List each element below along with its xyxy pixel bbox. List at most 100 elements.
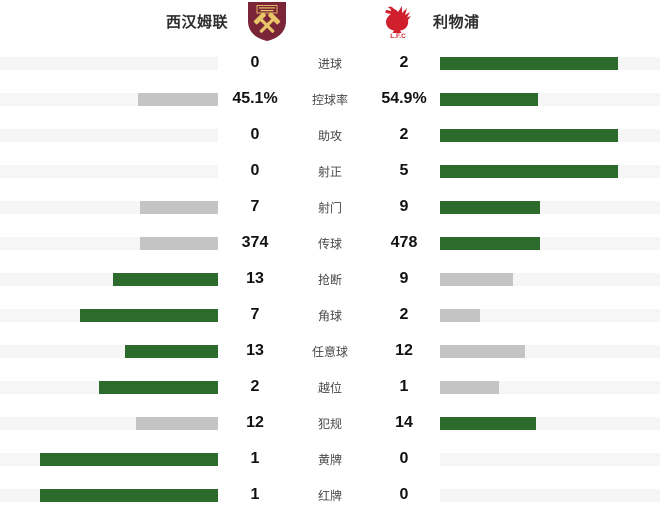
home-value: 0: [250, 54, 260, 71]
away-value: 0: [399, 450, 409, 467]
away-value: 54.9%: [381, 90, 427, 107]
stat-label: 传球: [317, 236, 342, 251]
stat-row: 2 越位 1: [0, 369, 660, 405]
away-bar-fill: [440, 56, 618, 70]
stat-label: 黄牌: [317, 452, 342, 467]
stat-row: 1 黄牌 0: [0, 441, 660, 477]
stat-label: 控球率: [311, 92, 348, 107]
home-bar-track: [0, 200, 218, 214]
away-bar-fill: [440, 236, 540, 250]
away-bar-track: [440, 56, 660, 70]
away-team-name: 利物浦: [433, 14, 480, 31]
home-value: 12: [246, 414, 264, 431]
home-bar-track: [0, 236, 218, 250]
home-value: 0: [250, 162, 260, 179]
stat-row: 1 红牌 0: [0, 477, 660, 513]
away-value: 478: [390, 234, 418, 251]
stat-row: 7 射门 9: [0, 189, 660, 225]
lfc-text: L.F.C: [390, 33, 406, 39]
home-team-name: 西汉姆联: [166, 14, 229, 31]
away-value: 12: [395, 342, 413, 359]
stat-label: 越位: [317, 380, 342, 395]
stat-label: 射正: [317, 164, 342, 179]
away-bar-track: [440, 200, 660, 214]
away-bar-track: [440, 164, 660, 178]
home-value: 7: [250, 306, 260, 323]
home-bar-track: [0, 380, 218, 394]
home-bar-track: [0, 272, 218, 286]
home-bar-track: [0, 308, 218, 322]
stat-row: 13 抢断 9: [0, 261, 660, 297]
home-bar-fill: [138, 92, 218, 106]
home-bar-track: [0, 128, 218, 142]
stat-row: 0 射正 5: [0, 153, 660, 189]
away-bar-track: [440, 308, 660, 322]
stat-label: 抢断: [317, 272, 342, 287]
away-bar-fill: [440, 272, 513, 286]
stat-row: 7 角球 2: [0, 297, 660, 333]
home-value: 1: [250, 486, 260, 503]
away-value: 2: [399, 126, 409, 143]
away-value: 2: [399, 54, 409, 71]
home-value: 13: [246, 270, 264, 287]
home-bar-fill: [140, 236, 218, 250]
away-bar-fill: [440, 380, 499, 394]
home-value: 2: [250, 378, 260, 395]
away-value: 2: [399, 306, 409, 323]
away-bar-track: [440, 272, 660, 286]
stat-row: 45.1% 控球率 54.9%: [0, 81, 660, 117]
stat-label: 射门: [317, 200, 342, 215]
away-bar-track: [440, 380, 660, 394]
stat-label: 角球: [317, 308, 342, 323]
stat-row: 12 犯规 14: [0, 405, 660, 441]
home-bar-fill: [99, 380, 218, 394]
home-bar-track: [0, 488, 218, 502]
home-bar-track: [0, 56, 218, 70]
home-value: 0: [250, 126, 260, 143]
home-bar-track: [0, 164, 218, 178]
away-value: 0: [399, 486, 409, 503]
home-bar-fill: [125, 344, 218, 358]
stat-row: 374 传球 478: [0, 225, 660, 261]
away-bar-fill: [440, 416, 536, 430]
away-bar-fill: [440, 128, 618, 142]
stat-label: 红牌: [317, 488, 342, 503]
away-bar-fill: [440, 344, 525, 358]
stat-row: 13 任意球 12: [0, 333, 660, 369]
home-value: 45.1%: [232, 90, 278, 107]
away-bar-fill: [440, 200, 540, 214]
away-bar-track: [440, 344, 660, 358]
away-bar-fill: [440, 308, 480, 322]
west-ham-badge-icon: [248, 2, 286, 41]
home-value: 7: [250, 198, 260, 215]
home-bar-fill: [140, 200, 218, 214]
home-bar-fill: [136, 416, 218, 430]
stat-row: 0 助攻 2: [0, 117, 660, 153]
away-bar-track: [440, 416, 660, 430]
home-bar-track: [0, 452, 218, 466]
away-bar-fill: [440, 92, 538, 106]
stat-label: 进球: [317, 56, 342, 71]
home-bar-fill: [113, 272, 218, 286]
away-value: 14: [395, 414, 413, 431]
away-bar-track: [440, 236, 660, 250]
away-bar-fill: [440, 164, 618, 178]
home-value: 1: [250, 450, 260, 467]
away-value: 1: [399, 378, 409, 395]
liverpool-badge-icon: L.F.C: [385, 6, 411, 39]
stat-label: 犯规: [317, 416, 342, 431]
away-value: 9: [399, 198, 409, 215]
home-value: 13: [246, 342, 264, 359]
stat-row: 0 进球 2: [0, 45, 660, 81]
home-bar-track: [0, 416, 218, 430]
away-bar-track: [440, 92, 660, 106]
home-value: 374: [241, 234, 269, 251]
home-bar-fill: [40, 452, 218, 466]
stat-label: 助攻: [317, 128, 342, 143]
stats-rows: 0 进球 2 45.1% 控球率 54.9% 0 助攻 2 0 射正: [0, 45, 660, 513]
stat-label: 任意球: [311, 344, 348, 359]
away-bar-track: [440, 128, 660, 142]
home-bar-fill: [40, 488, 218, 502]
match-header: 西汉姆联 L.F.C 利物浦: [0, 0, 660, 45]
